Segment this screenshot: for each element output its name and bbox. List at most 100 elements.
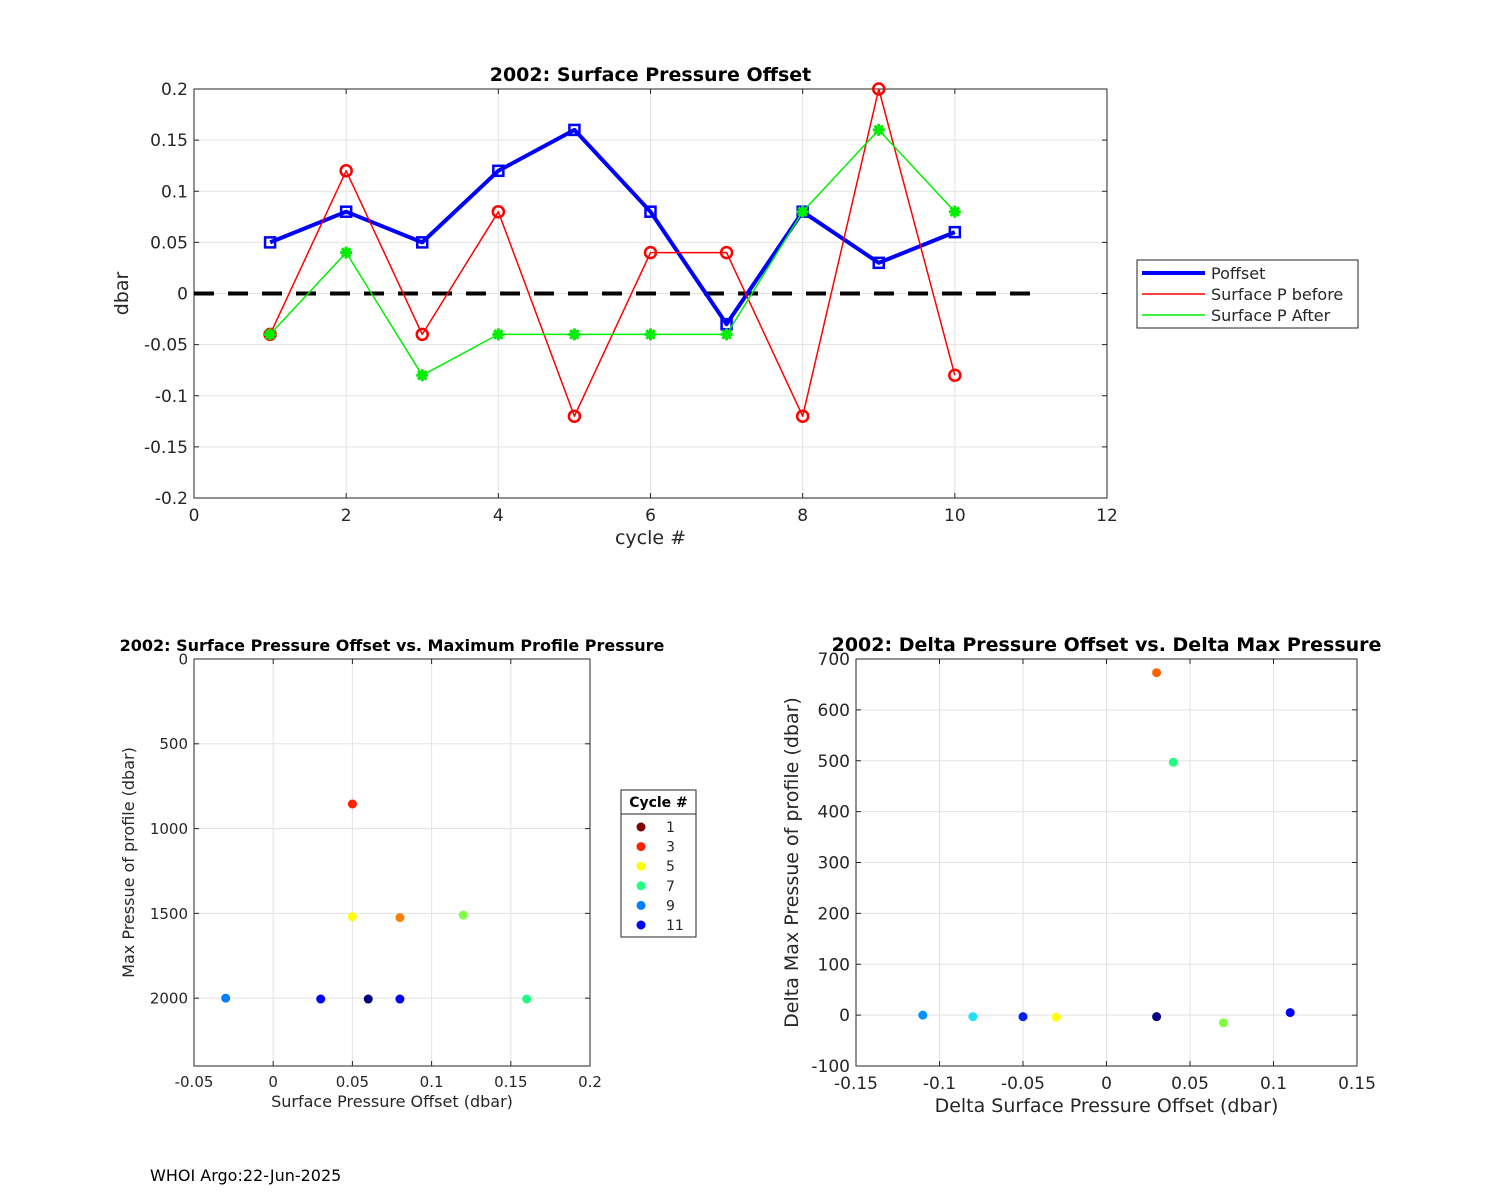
series-2-point — [872, 123, 885, 136]
scatter-point — [221, 993, 231, 1003]
y-tick-label: 0 — [178, 650, 188, 668]
series-1-point — [415, 327, 429, 342]
series-1-point — [339, 164, 353, 178]
y-tick-label: -0.1 — [155, 387, 188, 407]
y-axis-label: dbar — [111, 272, 133, 316]
x-tick-label: 10 — [944, 506, 966, 526]
scatter-point — [363, 994, 373, 1004]
x-tick-label: -0.05 — [175, 1073, 214, 1091]
series-1-point — [567, 409, 582, 423]
legend-marker — [636, 822, 646, 832]
legend-label: 3 — [666, 840, 675, 856]
series-1-point — [643, 245, 658, 260]
x-tick-label: 0.1 — [1260, 1074, 1287, 1094]
series-line-1 — [269, 88, 956, 417]
scatter-point — [316, 994, 326, 1004]
series-2-point — [340, 246, 353, 259]
y-tick-label: 2000 — [150, 990, 188, 1008]
x-tick-label: 4 — [493, 506, 504, 526]
y-tick-label: 500 — [818, 752, 850, 772]
x-tick-label: 0.15 — [1338, 1074, 1376, 1094]
x-tick-label: 6 — [645, 506, 656, 526]
series-1-point — [948, 368, 962, 383]
series-2-point — [568, 328, 581, 341]
legend-label: Surface P before — [1211, 285, 1343, 304]
y-tick-label: -0.05 — [144, 336, 188, 356]
chart-title: 2002: Surface Pressure Offset vs. Maximu… — [120, 636, 665, 655]
legend-label: 9 — [666, 898, 675, 914]
series-2-point — [948, 205, 961, 218]
series-0-point — [492, 164, 505, 178]
y-tick-label: 0.2 — [161, 80, 188, 100]
y-tick-label: 300 — [818, 854, 850, 874]
legend-label: Surface P After — [1211, 306, 1331, 325]
scatter-point — [1168, 757, 1178, 767]
scatter-point — [458, 910, 468, 920]
x-axis-label: cycle # — [615, 527, 686, 549]
series-0-point — [872, 256, 885, 270]
scatter-point — [347, 912, 357, 922]
legend-label: 11 — [666, 918, 684, 934]
y-tick-label: 0 — [839, 1006, 850, 1026]
footer-stamp: WHOI Argo:22-Jun-2025 — [150, 1166, 342, 1185]
x-tick-label: 0 — [189, 506, 200, 526]
y-tick-label: 600 — [818, 701, 850, 721]
y-axis-label: Delta Max Pressue of profile (dbar) — [781, 697, 803, 1028]
series-2-point — [264, 328, 277, 341]
chart-title: 2002: Delta Pressure Offset vs. Delta Ma… — [832, 634, 1382, 656]
series-0-point — [416, 236, 429, 249]
x-tick-label: -0.15 — [834, 1074, 878, 1094]
y-tick-label: 0 — [177, 285, 188, 305]
scatter-point — [1285, 1008, 1295, 1018]
series-2-point — [796, 205, 809, 218]
series-0-point — [948, 225, 962, 239]
legend-box — [620, 789, 697, 938]
scatter-point — [1018, 1012, 1028, 1022]
scatter-point — [968, 1012, 978, 1022]
x-tick-label: -0.05 — [1001, 1074, 1045, 1094]
y-tick-label: -0.15 — [144, 438, 188, 458]
legend-label: 1 — [666, 820, 675, 836]
y-tick-label: 0.05 — [150, 233, 188, 253]
y-tick-label: 1500 — [150, 905, 188, 923]
series-2-point — [492, 328, 505, 341]
x-tick-label: 8 — [797, 506, 808, 526]
legend-marker — [636, 920, 646, 930]
y-tick-label: -100 — [811, 1057, 850, 1077]
series-0-point — [263, 236, 277, 249]
y-tick-label: 0.15 — [150, 131, 188, 151]
chart-2: -0.05 0 0.05 0.1 0.15 0.2 0 500 1000 1500 2000 2002… — [119, 636, 697, 1111]
scatter-point — [1218, 1018, 1228, 1028]
y-tick-label: 100 — [818, 955, 850, 975]
scatter-point — [1152, 1012, 1162, 1022]
scatter-point — [918, 1010, 928, 1020]
scatter-point — [347, 799, 357, 809]
y-tick-label: 400 — [818, 803, 850, 823]
y-tick-label: -0.2 — [155, 489, 188, 509]
x-tick-label: 2 — [341, 506, 352, 526]
scatter-point — [1051, 1012, 1061, 1022]
legend-marker — [636, 881, 646, 891]
series-2-point — [644, 328, 657, 341]
x-tick-label: 0.2 — [578, 1073, 602, 1091]
y-tick-label: 500 — [159, 735, 188, 753]
series-1-point — [795, 409, 810, 423]
legend-marker — [636, 842, 646, 852]
x-tick-label: -0.1 — [923, 1074, 956, 1094]
legend-label: 5 — [666, 859, 675, 875]
legend-label: Poffset — [1211, 264, 1265, 283]
legend-marker — [636, 861, 646, 871]
series-2-point — [720, 328, 733, 341]
series-0-point — [339, 205, 353, 218]
series-1-point — [719, 245, 734, 260]
x-tick-label: 0.15 — [494, 1073, 527, 1091]
y-tick-label: 700 — [818, 650, 850, 670]
chart-title: 2002: Surface Pressure Offset — [490, 64, 812, 86]
x-axis-label: Surface Pressure Offset (dbar) — [271, 1092, 513, 1111]
y-tick-label: 200 — [818, 904, 850, 924]
x-tick-label: 0 — [1101, 1074, 1112, 1094]
chart-3: -0.15 -0.1 -0.05 0 0.05 0.1 0.15 -100 0 100 200 300… — [781, 634, 1381, 1117]
legend-marker — [636, 900, 646, 910]
scatter-point — [1152, 668, 1162, 678]
